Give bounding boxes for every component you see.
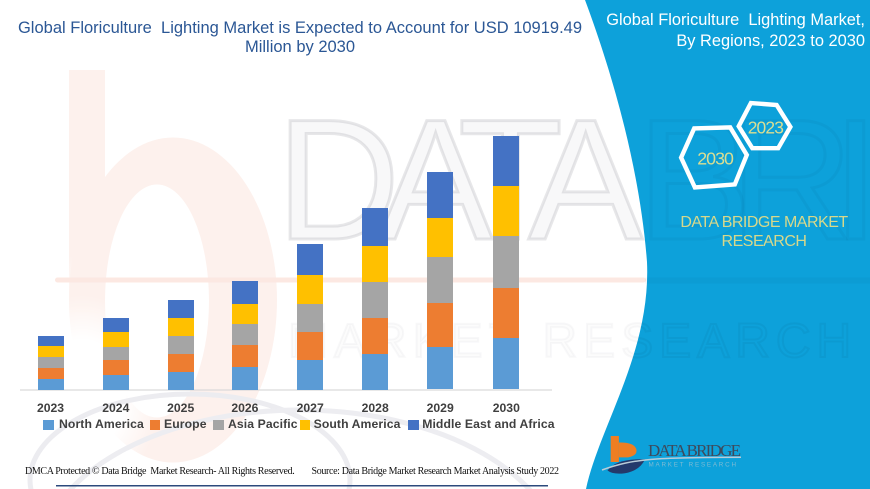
svg-text:2030: 2030 [697, 149, 734, 169]
svg-text:DATA BRIDGE: DATA BRIDGE [648, 441, 741, 460]
svg-text:2023: 2023 [748, 118, 784, 138]
svg-text:MARKET RESEARCH: MARKET RESEARCH [649, 462, 738, 469]
